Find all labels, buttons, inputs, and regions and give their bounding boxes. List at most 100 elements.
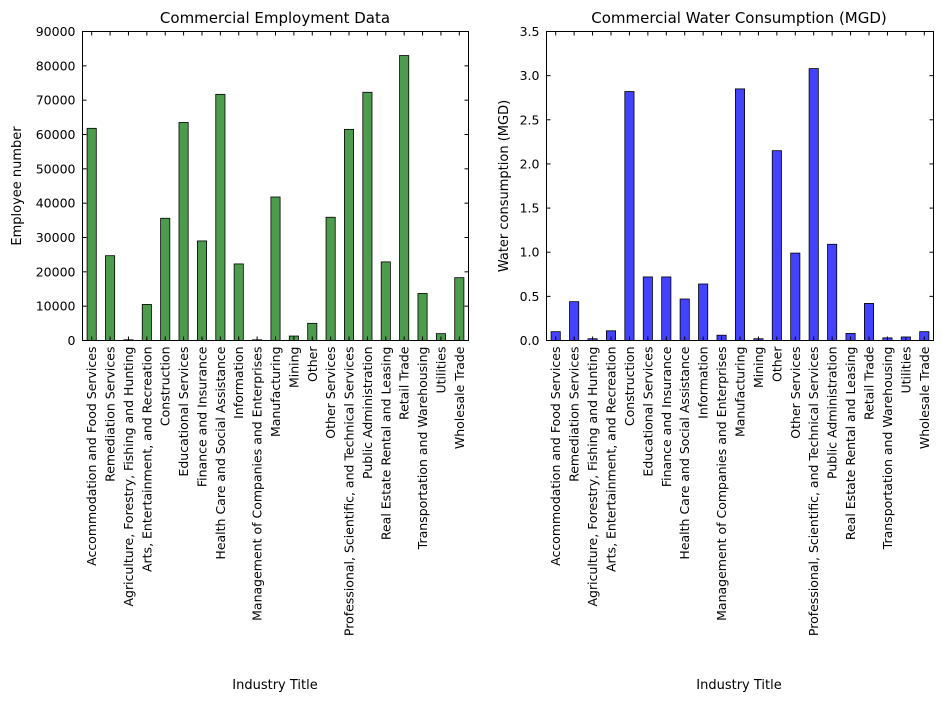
employment-bar: [344, 128, 355, 341]
water-y-tick-label: 3.5: [520, 24, 540, 39]
water-y-tick-label: 1.5: [520, 201, 540, 216]
employment-y-tick-label: 30000: [36, 230, 76, 245]
water-category-label: Management of Companies and Enterprises: [714, 347, 729, 621]
water-category-label: Agriculture, Forestry, Fishing and Hunti…: [585, 347, 600, 607]
employment-category-label: Retail Trade: [397, 346, 412, 420]
water-x-ticks: Accommodation and Food Services Remediati…: [548, 31, 932, 637]
employment-y-tick-label: 0: [68, 333, 76, 348]
employment-bar: [270, 196, 281, 341]
employment-y-tick-label: 10000: [36, 299, 76, 314]
employment-bar: [215, 93, 226, 341]
employment-category-label: Transportation and Warehousing: [415, 347, 430, 551]
water-chart: Commercial Water Consumption (MGD) Water…: [497, 9, 934, 693]
water-plot-frame: [546, 31, 934, 341]
employment-category-label: Agriculture, Forestry, Fishing and Hunti…: [121, 347, 136, 607]
employment-category-label: Remediation Services: [103, 347, 118, 482]
water-y-ticks: 0.0 0.5 1.0 1.5 2.0 2.5 3.0 3.5: [520, 24, 934, 348]
employment-bar: [454, 277, 465, 341]
water-category-label: Information: [696, 347, 711, 419]
water-y-tick-label: 2.0: [520, 156, 540, 171]
employment-category-label: Professional, Scientific, and Technical …: [342, 347, 357, 637]
employment-category-label: Other: [305, 346, 320, 382]
employment-category-label: Other Services: [323, 347, 338, 439]
water-category-label: Other: [769, 346, 784, 382]
water-bar: [808, 68, 819, 341]
employment-category-label: Mining: [286, 347, 301, 389]
employment-y-tick-label: 70000: [36, 93, 76, 108]
water-category-label: Finance and Insurance: [659, 346, 674, 487]
employment-category-label: Arts, Entertainment, and Recreation: [139, 347, 154, 573]
water-bar: [863, 303, 875, 341]
water-bar: [698, 283, 709, 341]
employment-category-label: Health Care and Social Assistance: [213, 346, 228, 559]
water-chart-title: Commercial Water Consumption (MGD): [591, 9, 887, 27]
employment-x-ticks: Accommodation and Food Services Remediati…: [84, 31, 467, 637]
employment-category-label: Construction: [158, 347, 173, 427]
water-y-axis-label: Water consumption (MGD): [497, 100, 512, 272]
water-y-tick-label: 0.0: [520, 333, 540, 348]
employment-x-axis-label: Industry Title: [232, 678, 317, 693]
water-category-label: Transportation and Warehousing: [880, 347, 895, 551]
water-category-label: Real Estate Rental and Leasing: [843, 347, 858, 541]
employment-category-label: Real Estate Rental and Leasing: [378, 347, 393, 541]
employment-chart-title: Commercial Employment Data: [160, 9, 390, 27]
employment-y-tick-label: 80000: [36, 58, 76, 73]
water-x-axis-label: Industry Title: [696, 678, 781, 693]
employment-category-label: Wholesale Trade: [452, 346, 467, 449]
water-category-label: Professional, Scientific, and Technical …: [806, 347, 821, 637]
employment-y-axis-label: Employee number: [10, 126, 25, 246]
water-category-label: Educational Services: [640, 347, 655, 477]
employment-chart: Commercial Employment Data Employee numb…: [10, 9, 469, 693]
water-bar: [734, 88, 746, 341]
water-category-label: Retail Trade: [862, 346, 877, 420]
employment-plot-frame: [82, 31, 469, 341]
employment-y-tick-label: 90000: [36, 24, 76, 39]
water-bar: [771, 150, 782, 341]
employment-category-label: Manufacturing: [268, 347, 283, 438]
employment-y-tick-label: 60000: [36, 127, 76, 142]
water-bar: [790, 252, 801, 341]
water-category-label: Public Administration: [825, 347, 840, 479]
employment-category-label: Educational Services: [176, 347, 191, 477]
water-category-label: Construction: [622, 347, 637, 427]
water-bar: [624, 91, 635, 341]
employment-y-ticks: 0 10000 20000 30000 40000 50000 60000 70000 8000…: [36, 24, 469, 348]
employment-y-tick-label: 20000: [36, 264, 76, 279]
employment-bar: [325, 216, 336, 341]
employment-category-label: Public Administration: [360, 347, 375, 479]
employment-bar: [105, 255, 116, 341]
water-category-label: Wholesale Trade: [917, 346, 932, 449]
water-bar: [679, 298, 690, 341]
water-bar: [569, 301, 580, 341]
water-bars: [550, 68, 930, 341]
water-category-label: Health Care and Social Assistance: [677, 346, 692, 559]
employment-category-label: Information: [231, 347, 246, 419]
water-bar: [827, 243, 838, 341]
water-category-label: Manufacturing: [733, 347, 748, 438]
water-bar: [661, 276, 672, 341]
employment-bar: [399, 55, 410, 341]
water-category-label: Accommodation and Food Services: [548, 347, 563, 566]
water-category-label: Arts, Entertainment, and Recreation: [604, 347, 619, 573]
employment-category-label: Finance and Insurance: [194, 346, 209, 487]
water-category-label: Utilities: [898, 347, 913, 394]
water-category-label: Remediation Services: [567, 347, 582, 482]
water-y-tick-label: 0.5: [520, 289, 540, 304]
employment-bar: [417, 293, 428, 341]
water-bar: [642, 276, 653, 341]
employment-bar: [141, 304, 152, 341]
employment-bar: [380, 261, 391, 341]
employment-category-label: Accommodation and Food Services: [84, 347, 99, 566]
employment-bar: [160, 217, 171, 341]
water-y-tick-label: 2.5: [520, 112, 540, 127]
employment-bar: [178, 122, 189, 341]
employment-category-label: Utilities: [433, 347, 448, 394]
water-y-tick-label: 3.0: [520, 68, 540, 83]
employment-bars: [86, 55, 465, 342]
employment-bar: [196, 240, 207, 341]
water-y-tick-label: 1.0: [520, 245, 540, 260]
employment-y-tick-label: 40000: [36, 196, 76, 211]
employment-bar: [233, 263, 244, 341]
employment-bar: [362, 91, 373, 341]
